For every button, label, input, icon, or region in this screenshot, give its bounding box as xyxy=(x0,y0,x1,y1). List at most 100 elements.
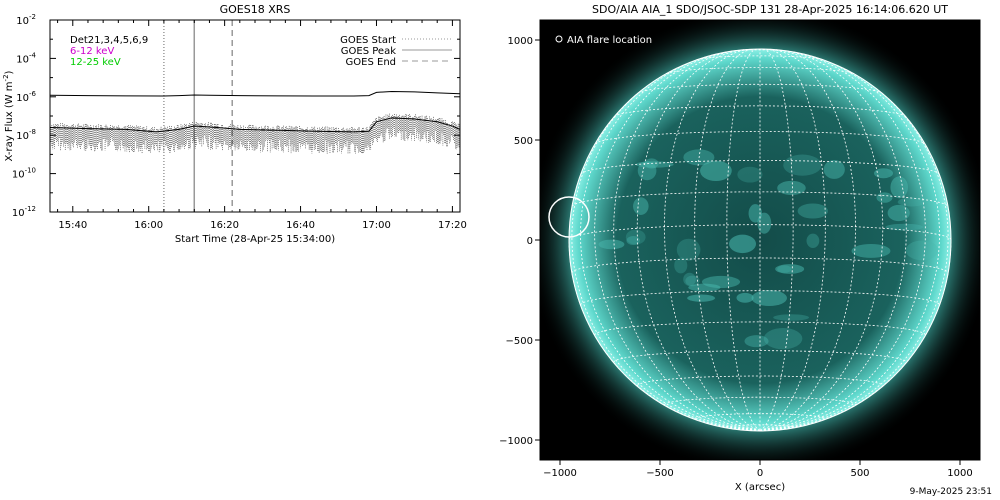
y-tick-label: 10-6 xyxy=(16,90,36,104)
x-tick-label: −1000 xyxy=(543,468,577,479)
y-tick-base: 10 xyxy=(12,170,25,181)
grid-parallel xyxy=(726,424,794,428)
active-region xyxy=(729,234,757,254)
flare-location-marker xyxy=(548,196,590,238)
x-tick-label: 17:00 xyxy=(362,220,391,231)
active-region xyxy=(688,283,721,292)
y-tick-exp: -4 xyxy=(29,51,37,59)
active-region xyxy=(683,272,696,286)
image-title: SDO/AIA AIA_1 SDO/JSOC-SDP 131 28-Apr-20… xyxy=(592,3,948,16)
grid-parallel xyxy=(636,375,884,386)
grid-parallel xyxy=(571,257,949,274)
y-tick-label: 10-8 xyxy=(16,128,36,142)
chart-title: GOES18 XRS xyxy=(220,3,291,16)
grid-parallel xyxy=(664,396,856,406)
active-region xyxy=(674,257,688,274)
active-region xyxy=(598,239,625,250)
y-tick-base: 10 xyxy=(16,16,29,27)
y-tick-exp: -2 xyxy=(29,13,36,21)
series-long-channel xyxy=(49,90,461,97)
active-region xyxy=(744,335,769,348)
y-tick-label: 10-2 xyxy=(16,13,36,27)
active-region xyxy=(763,327,803,350)
grid-meridian xyxy=(759,48,794,431)
active-region xyxy=(777,180,806,196)
y-tick-label: 500 xyxy=(514,136,533,147)
active-region xyxy=(700,160,732,181)
y-tick-label: −500 xyxy=(506,336,533,347)
active-region xyxy=(773,314,810,321)
y-axis-label-main: X-ray Flux (W m xyxy=(4,81,15,161)
y-axis-label-close: ) xyxy=(4,70,15,74)
y-tick-exp: -12 xyxy=(25,205,36,213)
x-tick-label: 16:40 xyxy=(286,220,315,231)
footer-timestamp: 9-May-2025 23:51 xyxy=(909,487,992,497)
grid-parallel xyxy=(594,131,926,145)
grid-meridian xyxy=(594,50,761,431)
grid-meridian xyxy=(726,48,761,431)
y-tick-base: 10 xyxy=(12,208,25,219)
y-tick-exp: -6 xyxy=(29,90,37,98)
active-region xyxy=(676,238,701,261)
grid-meridian xyxy=(759,50,926,431)
series-short-channel xyxy=(49,117,461,133)
y-axis-label: X-ray Flux (W m-2) xyxy=(2,70,15,161)
active-region xyxy=(626,236,640,246)
active-region xyxy=(890,176,908,199)
y-tick-base: 10 xyxy=(16,93,29,104)
active-region xyxy=(797,203,828,219)
legend-event-label: GOES Start xyxy=(340,35,396,46)
grid-parallel xyxy=(571,191,949,207)
grid-meridian xyxy=(664,48,761,431)
legend-flare-icon xyxy=(555,35,563,43)
x-axis-label: X (arcsec) xyxy=(735,482,785,493)
x-tick-label: 16:20 xyxy=(210,220,239,231)
active-region xyxy=(887,204,910,222)
legend-event-label: GOES End xyxy=(346,57,396,68)
grid-meridian xyxy=(759,48,826,431)
active-region xyxy=(685,275,700,287)
x-tick-label: −500 xyxy=(646,468,673,479)
goes-xrs-chart: GOES18 XRS10-210-410-610-810-1010-1215:4… xyxy=(2,3,467,245)
y-axis-label-exp: -2 xyxy=(2,74,10,81)
legend-event-label: GOES Peak xyxy=(341,46,396,57)
legend-detector-label: Det21,3,4,5,6,9 xyxy=(70,35,148,46)
active-region xyxy=(775,264,805,274)
active-region xyxy=(851,243,891,258)
grid-parallel xyxy=(637,83,883,94)
active-region xyxy=(905,240,939,261)
heliographic-grid xyxy=(568,48,952,431)
image-area xyxy=(540,20,980,460)
active-region xyxy=(806,233,820,248)
grid-meridian xyxy=(759,49,907,431)
x-axis-label: Start Time (28-Apr-25 15:34:00) xyxy=(175,234,335,245)
grid-parallel xyxy=(613,350,907,363)
active-region xyxy=(823,159,845,179)
active-region xyxy=(687,294,716,302)
y-tick-base: 10 xyxy=(16,54,29,65)
x-tick-label: 16:00 xyxy=(134,220,163,231)
solar-disk xyxy=(569,49,951,431)
active-region xyxy=(751,290,788,307)
grid-parallel xyxy=(665,67,855,75)
grid-meridian xyxy=(759,67,949,431)
grid-meridian xyxy=(613,49,761,431)
aia-image-chart: SDO/AIA AIA_1 SDO/JSOC-SDP 131 28-Apr-20… xyxy=(500,3,981,493)
legend-flare-label: AIA flare location xyxy=(567,35,652,46)
active-region xyxy=(625,229,646,245)
grid-parallel xyxy=(568,224,952,241)
active-region xyxy=(748,204,763,223)
grid-parallel xyxy=(580,160,940,175)
y-tick-label: 10-4 xyxy=(16,51,36,65)
active-region xyxy=(874,168,894,179)
y-tick-label: 1000 xyxy=(508,36,533,47)
x-tick-label: 0 xyxy=(757,468,763,479)
y-tick-exp: -10 xyxy=(25,167,36,175)
x-tick-label: 1000 xyxy=(947,468,972,479)
active-region xyxy=(885,223,924,231)
x-tick-label: 15:40 xyxy=(58,220,87,231)
y-tick-label: 0 xyxy=(527,236,533,247)
y-tick-exp: -8 xyxy=(29,128,36,136)
x-tick-label: 500 xyxy=(850,468,869,479)
y-tick-label: −1000 xyxy=(500,436,533,447)
